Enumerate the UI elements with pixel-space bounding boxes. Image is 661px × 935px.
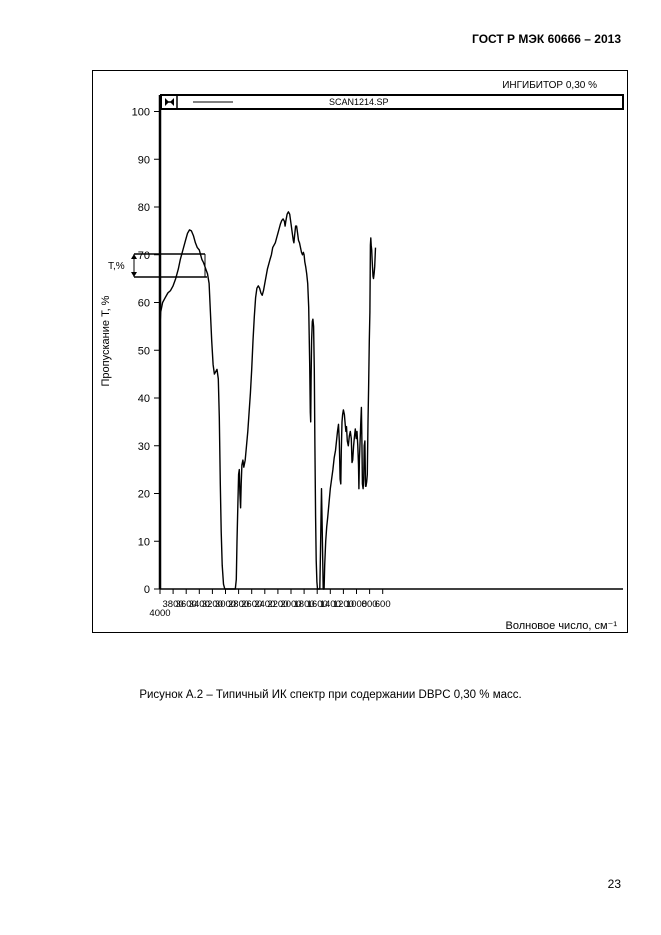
x-tick-label: 2600 xyxy=(241,599,262,610)
x-tick-label: 1600 xyxy=(307,599,328,610)
x-tick-label: 1800 xyxy=(294,599,315,610)
y-axis-label: Пропускание Т, % xyxy=(100,295,112,386)
y-tick-label: 10 xyxy=(138,536,150,548)
x-tick-label: 3400 xyxy=(189,599,210,610)
x-tick-label: 4000 xyxy=(149,608,170,619)
ir-spectrum-chart: SCAN1214.SP ИНГИБИТОР 0,30 % T,% 0 10 20 30… xyxy=(100,80,624,632)
sample-label: ИНГИБИТОР 0,30 % xyxy=(502,80,597,91)
x-tick-label: 3600 xyxy=(176,599,197,610)
x-tick-label: 2200 xyxy=(267,599,288,610)
y-tick-label: 80 xyxy=(138,202,150,214)
x-axis-label: Волновое число, см⁻¹ xyxy=(505,620,617,632)
y-tick-label: 90 xyxy=(138,154,150,166)
y-tick-label: 70 xyxy=(138,250,150,262)
transmittance-marker-label: T,% xyxy=(108,261,125,272)
x-tick-label: 2800 xyxy=(228,599,249,610)
x-tick-label: 3000 xyxy=(215,599,236,610)
x-tick-label: 2000 xyxy=(280,599,301,610)
y-tick-label: 100 xyxy=(132,107,150,119)
x-tick-label: 3200 xyxy=(202,599,223,610)
y-tick-label: 0 xyxy=(144,584,150,596)
y-axis: 0 10 20 30 40 50 60 70 80 90 100 xyxy=(132,95,162,596)
page-number: 23 xyxy=(607,877,621,891)
figure-caption: Рисунок А.2 – Типичный ИК спектр при сод… xyxy=(139,689,522,701)
y-tick-label: 60 xyxy=(138,298,150,310)
figure-frame: SCAN1214.SP ИНГИБИТОР 0,30 % T,% 0 10 20 30… xyxy=(92,70,628,633)
x-tick-label: 800 xyxy=(362,599,378,610)
x-tick-label: 1400 xyxy=(320,599,341,610)
y-tick-label: 20 xyxy=(138,489,150,501)
y-tick-label: 50 xyxy=(138,345,150,357)
x-tick-label: 1000 xyxy=(346,599,367,610)
document-header: ГОСТ Р МЭК 60666 – 2013 xyxy=(472,32,621,46)
x-axis: 4000380036003400320030002800260024002200… xyxy=(149,588,623,619)
y-tick-label: 40 xyxy=(138,393,150,405)
x-tick-label: 600 xyxy=(375,599,391,610)
spectrum-line xyxy=(159,211,377,590)
legend-toggle-icon[interactable] xyxy=(165,98,174,106)
x-tick-label: 2400 xyxy=(254,599,275,610)
x-tick-label: 1200 xyxy=(333,599,354,610)
y-tick-label: 30 xyxy=(138,441,150,453)
legend-scan-label: SCAN1214.SP xyxy=(329,97,389,107)
x-tick-label: 3800 xyxy=(163,599,184,610)
